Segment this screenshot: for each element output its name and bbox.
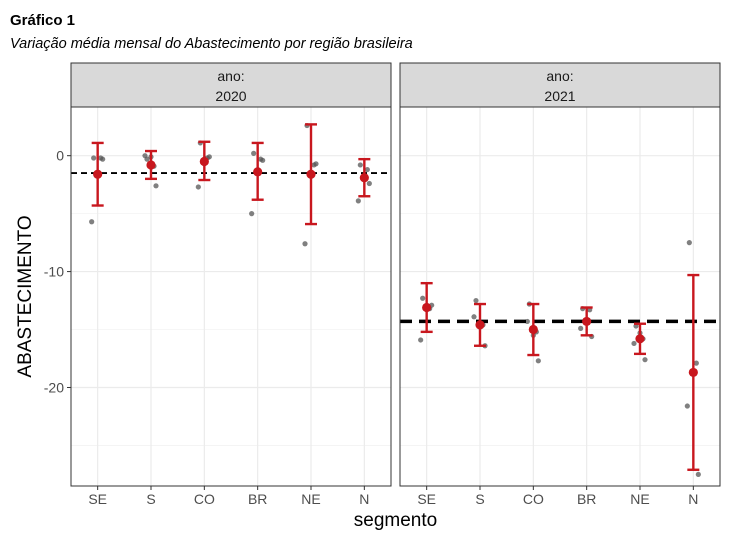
x-tick-label: S xyxy=(475,491,484,507)
facet-panel-2020: ano: 2020 SE S CO BR NE N xyxy=(70,62,392,507)
mean-point xyxy=(528,324,538,335)
raw-data-point xyxy=(89,219,95,225)
x-tick-label: N xyxy=(359,491,369,507)
raw-data-point xyxy=(258,156,264,162)
raw-data-point xyxy=(420,295,426,301)
facet-strip-value: 2021 xyxy=(544,88,575,104)
raw-data-point xyxy=(302,241,308,247)
panel-background xyxy=(400,107,720,486)
x-tick-label: NE xyxy=(301,491,320,507)
x-tick-label: S xyxy=(146,491,155,507)
y-tick-label: 0 xyxy=(56,148,64,164)
chart-subtitle: Variação média mensal do Abastecimento p… xyxy=(10,36,413,52)
facet-strip-label: ano: xyxy=(546,68,573,84)
x-axis-title: segmento xyxy=(354,510,437,531)
y-axis-title: ABASTECIMENTO xyxy=(15,215,36,377)
raw-data-point xyxy=(418,337,424,343)
mean-point xyxy=(359,173,369,183)
raw-data-point xyxy=(524,318,530,325)
facet-strip xyxy=(70,62,392,108)
raw-data-point xyxy=(642,357,648,363)
x-tick-label: BR xyxy=(248,491,267,507)
x-tick-label: SE xyxy=(417,491,436,507)
mean-point xyxy=(199,156,209,167)
raw-data-point xyxy=(695,471,701,478)
panel-background xyxy=(71,107,391,486)
y-tick-label: -10 xyxy=(44,264,64,280)
raw-data-point xyxy=(578,325,584,331)
raw-data-point xyxy=(91,155,97,161)
raw-data-point xyxy=(98,155,104,161)
y-tick-label: -20 xyxy=(44,379,64,395)
raw-data-point xyxy=(535,358,541,364)
mean-point xyxy=(253,167,263,177)
facet-strip-label: ano: xyxy=(217,68,244,84)
raw-data-point xyxy=(153,183,159,189)
x-tick-label: CO xyxy=(194,491,215,507)
mean-point xyxy=(582,316,592,327)
mean-point xyxy=(93,169,103,179)
raw-data-point xyxy=(142,153,148,159)
raw-data-point xyxy=(684,403,690,409)
raw-data-point xyxy=(311,162,317,168)
x-tick-label: BR xyxy=(577,491,596,507)
raw-data-point xyxy=(693,360,699,366)
raw-data-point xyxy=(471,314,477,320)
raw-data-point xyxy=(631,340,637,347)
facet-panel-2021: ano: 2021 SE S CO BR NE N xyxy=(399,62,721,507)
mean-point xyxy=(688,367,698,378)
mean-point xyxy=(635,334,645,344)
raw-data-point xyxy=(364,166,370,173)
mean-point xyxy=(422,302,432,313)
facet-strip xyxy=(399,62,721,108)
x-tick-label: CO xyxy=(523,491,544,507)
mean-point xyxy=(146,160,156,170)
raw-data-point xyxy=(195,184,201,190)
raw-data-point xyxy=(473,297,479,304)
chart-title: Gráfico 1 xyxy=(10,12,76,29)
panel-border xyxy=(70,106,392,487)
raw-data-point xyxy=(366,180,372,187)
x-tick-label: SE xyxy=(88,491,107,507)
panel-border xyxy=(399,106,721,487)
mean-point xyxy=(475,320,485,330)
raw-data-point xyxy=(249,211,255,217)
raw-data-point xyxy=(357,162,363,168)
raw-data-point xyxy=(355,198,361,204)
facet-strip-value: 2020 xyxy=(215,88,246,104)
mean-point xyxy=(306,169,316,179)
x-tick-label: NE xyxy=(630,491,649,507)
raw-data-point xyxy=(686,240,692,246)
x-tick-label: N xyxy=(688,491,698,507)
raw-data-point xyxy=(251,150,257,156)
